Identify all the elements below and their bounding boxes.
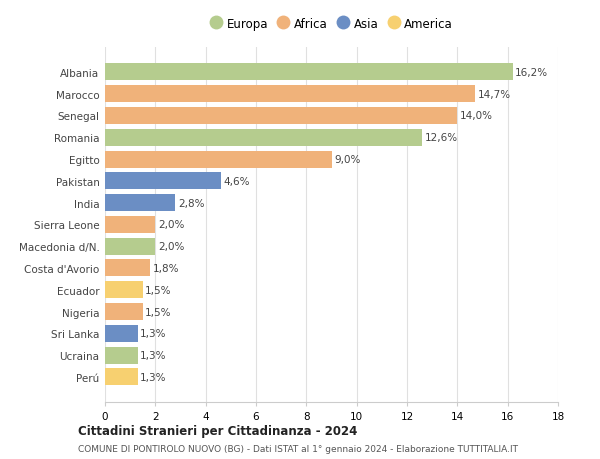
Text: 1,8%: 1,8% <box>153 263 179 274</box>
Text: COMUNE DI PONTIROLO NUOVO (BG) - Dati ISTAT al 1° gennaio 2024 - Elaborazione TU: COMUNE DI PONTIROLO NUOVO (BG) - Dati IS… <box>78 444 518 453</box>
Bar <box>105 282 143 299</box>
Text: 16,2%: 16,2% <box>515 68 548 78</box>
Text: 4,6%: 4,6% <box>223 176 250 186</box>
Bar <box>105 303 143 320</box>
Bar <box>105 195 175 212</box>
Bar <box>105 325 138 342</box>
Text: 1,3%: 1,3% <box>140 350 167 360</box>
Text: 9,0%: 9,0% <box>334 155 361 165</box>
Bar <box>105 64 513 81</box>
Text: 12,6%: 12,6% <box>425 133 458 143</box>
Bar <box>105 129 422 146</box>
Bar <box>105 260 151 277</box>
Bar <box>105 347 138 364</box>
Bar <box>105 173 221 190</box>
Text: 2,0%: 2,0% <box>158 220 184 230</box>
Text: 1,3%: 1,3% <box>140 329 167 339</box>
Bar <box>105 238 155 255</box>
Text: Cittadini Stranieri per Cittadinanza - 2024: Cittadini Stranieri per Cittadinanza - 2… <box>78 424 358 437</box>
Bar <box>105 86 475 103</box>
Text: 14,7%: 14,7% <box>478 90 511 100</box>
Bar <box>105 217 155 233</box>
Text: 2,8%: 2,8% <box>178 198 205 208</box>
Bar <box>105 151 332 168</box>
Legend: Europa, Africa, Asia, America: Europa, Africa, Asia, America <box>208 15 455 33</box>
Bar <box>105 369 138 386</box>
Bar <box>105 108 457 125</box>
Text: 2,0%: 2,0% <box>158 241 184 252</box>
Text: 1,3%: 1,3% <box>140 372 167 382</box>
Text: 14,0%: 14,0% <box>460 111 493 121</box>
Text: 1,5%: 1,5% <box>145 285 172 295</box>
Text: 1,5%: 1,5% <box>145 307 172 317</box>
